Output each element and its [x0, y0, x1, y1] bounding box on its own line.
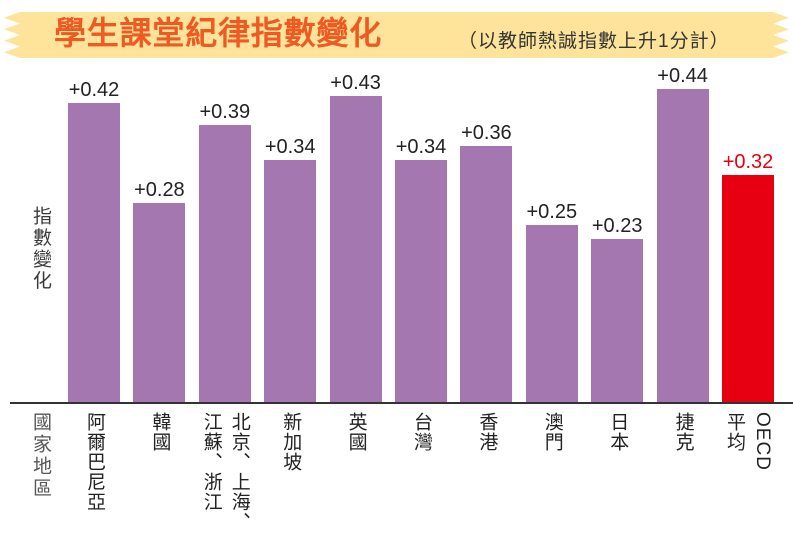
title-banner [4, 12, 789, 58]
bar-5 [329, 95, 382, 403]
category-slot-1: 阿爾巴尼亞 [62, 412, 126, 536]
category-label-5: 英國 [345, 412, 367, 452]
data-label-7: +0.36 [461, 121, 512, 144]
category-label-11: OECD平均 [724, 412, 773, 471]
data-label-3: +0.39 [199, 100, 251, 123]
bar-2 [133, 203, 186, 403]
category-slot-6: 台灣 [389, 412, 453, 536]
category-slot-8: 澳門 [520, 412, 584, 536]
bar-6 [395, 160, 447, 403]
category-label-2: 韓國 [149, 412, 171, 452]
category-slot-7: 香港 [454, 412, 518, 536]
category-label-7: 香港 [476, 412, 498, 452]
bar-4 [264, 160, 317, 403]
data-label-6: +0.34 [395, 136, 447, 159]
data-label-8: +0.25 [526, 200, 578, 223]
category-label-9: 日本 [607, 412, 629, 452]
x-axis-label: 國家地區 [30, 412, 51, 500]
bar-9 [591, 238, 644, 403]
y-axis-label: 指數變化 [30, 206, 51, 292]
bar-7 [460, 145, 513, 403]
category-slot-2: 韓國 [127, 412, 191, 536]
category-slot-5: 英國 [324, 412, 388, 536]
bar-8 [525, 224, 578, 403]
category-label-4: 新加坡 [280, 412, 302, 472]
bar-10 [656, 88, 709, 403]
category-slot-4: 新加坡 [258, 412, 322, 536]
bar-11 [722, 174, 774, 403]
category-slot-3: 北京、上海、江蘇、浙江 [193, 412, 257, 536]
data-label-2: +0.28 [134, 179, 185, 202]
category-slot-11: OECD平均 [716, 412, 780, 536]
data-label-11: +0.32 [722, 150, 774, 173]
x-axis-line [10, 402, 793, 404]
bar-1 [68, 103, 120, 403]
data-label-5: +0.43 [330, 71, 381, 94]
data-label-9: +0.23 [591, 214, 643, 237]
category-label-8: 澳門 [541, 412, 563, 452]
data-label-10: +0.44 [657, 64, 708, 87]
category-label-10: 捷克 [672, 412, 694, 452]
data-label-4: +0.34 [264, 136, 316, 159]
chart-title: 學生課堂紀律指數變化 [54, 15, 383, 51]
data-label-1: +0.42 [68, 79, 120, 102]
category-label-6: 台灣 [411, 412, 432, 452]
chart-subtitle: （以教師熱誠指數上升1分計） [458, 31, 730, 52]
bar-3 [198, 124, 251, 403]
category-slot-9: 日本 [585, 412, 649, 536]
category-label-3: 北京、上海、江蘇、浙江 [200, 412, 250, 532]
title-banner-shape [4, 12, 789, 58]
category-label-1: 阿爾巴尼亞 [84, 412, 105, 512]
category-slot-10: 捷克 [651, 412, 715, 536]
